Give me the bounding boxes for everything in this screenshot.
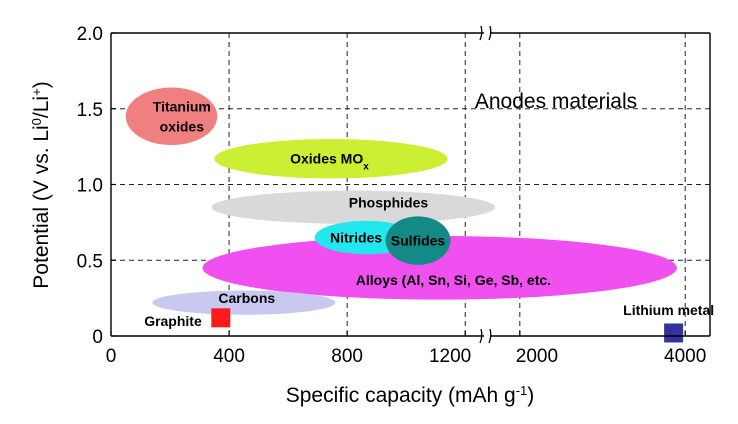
carbons-region <box>152 290 336 315</box>
x-tick-label: 400 <box>213 346 245 367</box>
y-tick-label: 0.5 <box>77 251 103 272</box>
y-tick-label: 2.0 <box>77 24 103 45</box>
alloys-region <box>202 236 677 300</box>
y-axis-title: Potential (V vs. Li0/Li+) <box>29 81 54 288</box>
graphite-marker <box>211 308 231 328</box>
chart-title: Anodes materials <box>475 90 637 113</box>
y-tick-label: 0 <box>92 327 103 348</box>
axis-break-mark <box>479 328 483 344</box>
y-tick-labels: 0 0.5 1.0 1.5 2.0 <box>77 24 116 348</box>
x-tick-labels: 0 400 800 1200 2000 4000 <box>106 331 706 367</box>
alloys-label: Alloys (Al, Sn, Si, Ge, Sb, etc. <box>356 272 551 288</box>
x-tick-label: 1200 <box>429 346 471 367</box>
graphite-label: Graphite <box>144 313 202 329</box>
lithium-metal-label: Lithium metal <box>623 302 714 318</box>
nitrides-label: Nitrides <box>330 230 382 246</box>
lithium-metal-marker <box>664 323 684 343</box>
titanium-oxides-label: Titanium <box>153 98 211 114</box>
axis-break-mark <box>479 25 483 41</box>
x-tick-label: 4000 <box>664 346 706 367</box>
x-tick-label: 2000 <box>516 346 558 367</box>
axis-break-mark <box>488 328 492 344</box>
phosphides-label: Phosphides <box>349 195 429 211</box>
axis-break-mark <box>488 25 492 41</box>
regions <box>125 87 684 343</box>
x-tick-label: 0 <box>106 346 117 367</box>
sulfides-region <box>385 216 451 265</box>
carbons-label: Carbons <box>218 290 275 306</box>
oxides-mox-region <box>214 139 448 179</box>
sulfides-label: Sulfides <box>391 233 446 249</box>
phosphides-region <box>211 190 496 224</box>
y-tick-label: 1.5 <box>77 100 103 121</box>
y-tick-label: 1.0 <box>77 176 103 197</box>
titanium-oxides-label: oxides <box>160 118 205 134</box>
x-tick-label: 800 <box>331 346 363 367</box>
titanium-oxides-region <box>125 87 218 146</box>
x-axis-title: Specific capacity (mAh g-1) <box>286 383 535 408</box>
